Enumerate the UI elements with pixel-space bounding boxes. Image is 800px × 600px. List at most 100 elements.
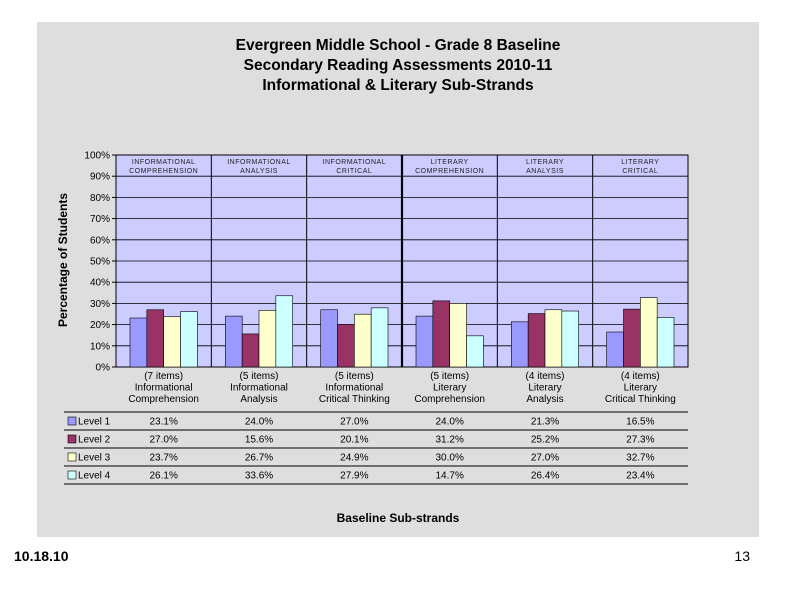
y-tick-label: 100% (84, 151, 110, 162)
category-banner-label: INFORMATIONAL (227, 159, 291, 166)
category-label: Literary (528, 383, 561, 394)
bar-level-3 (354, 313, 372, 368)
bar-level-3 (640, 297, 658, 368)
data-table-value: 20.1% (340, 435, 368, 446)
data-table-value: 26.4% (531, 471, 559, 482)
category-label: Literary (433, 383, 466, 394)
y-tick-label: 70% (90, 214, 110, 225)
x-axis-title: Baseline Sub-strands (336, 511, 460, 525)
legend-label: Level 2 (78, 435, 111, 446)
category-label: Critical Thinking (605, 394, 676, 405)
bar-level-4 (180, 311, 198, 368)
bar-level-1 (606, 331, 624, 368)
data-table-value: 23.4% (626, 471, 654, 482)
data-table-value: 27.0% (531, 453, 559, 464)
bar-level-2 (527, 313, 546, 368)
category-label: Informational (230, 383, 288, 394)
category-label: Analysis (526, 394, 563, 405)
bar-level-2 (146, 309, 164, 368)
bar-level-3 (163, 316, 181, 368)
y-tick-label: 40% (90, 278, 110, 289)
data-table-value: 14.7% (435, 471, 463, 482)
category-label: (4 items) (526, 371, 565, 382)
y-tick-label: 10% (90, 341, 110, 352)
data-table-value: 16.5% (626, 417, 654, 428)
category-label: Critical Thinking (319, 394, 390, 405)
data-table-value: 33.6% (245, 471, 273, 482)
category-banner-label: CRITICAL (622, 168, 658, 175)
page-number: 13 (734, 548, 750, 564)
data-table-value: 26.7% (245, 453, 273, 464)
category-banner-label: LITERARY (621, 159, 659, 166)
data-table-value: 32.7% (626, 453, 654, 464)
data-table-value: 15.6% (245, 435, 273, 446)
bar-level-1 (320, 309, 338, 368)
data-table-value: 24.0% (245, 417, 273, 428)
category-label: (4 items) (621, 371, 660, 382)
category-label: Informational (325, 383, 383, 394)
bar-level-1 (129, 317, 148, 368)
data-table-value: 27.9% (340, 471, 368, 482)
data-table-value: 27.0% (340, 417, 368, 428)
chart-title: Evergreen Middle School - Grade 8 Baseli… (37, 36, 759, 96)
bar-level-1 (511, 321, 529, 368)
legend-swatch (67, 470, 77, 480)
y-axis-title: Percentage of Students (56, 192, 70, 328)
y-tick-label: 80% (90, 193, 110, 204)
category-banner-label: ANALYSIS (240, 168, 278, 175)
y-tick-label: 50% (90, 257, 110, 268)
category-banner-label: ANALYSIS (526, 168, 564, 175)
bar-level-4 (370, 307, 389, 368)
bar-level-2 (623, 308, 641, 368)
legend-label: Level 1 (78, 417, 111, 428)
bar-level-4 (466, 335, 484, 368)
data-table-value: 21.3% (531, 417, 559, 428)
category-banner-label: COMPREHENSION (129, 168, 198, 175)
data-table-value: 23.1% (149, 417, 177, 428)
category-label: (7 items) (144, 371, 183, 382)
bar-level-1 (225, 315, 243, 368)
data-table-value: 23.7% (149, 453, 177, 464)
category-label: Comprehension (414, 394, 485, 405)
data-table-value: 27.3% (626, 435, 654, 446)
category-banner-label: INFORMATIONAL (132, 159, 196, 166)
category-banner-label: COMPREHENSION (415, 168, 484, 175)
data-table-value: 27.0% (149, 435, 177, 446)
legend-swatch (67, 452, 77, 462)
bar-level-3 (544, 309, 563, 368)
category-banner-label: LITERARY (431, 159, 469, 166)
y-tick-label: 90% (90, 172, 110, 183)
legend-swatch (67, 416, 77, 426)
category-banner-label: LITERARY (526, 159, 564, 166)
footer-date: 10.18.10 (14, 548, 69, 564)
category-banner-label: CRITICAL (336, 168, 372, 175)
category-banner-label: INFORMATIONAL (323, 159, 387, 166)
bar-level-2 (241, 333, 260, 368)
data-table-value: 31.2% (435, 435, 463, 446)
category-label: Informational (135, 383, 193, 394)
category-label: Comprehension (128, 394, 199, 405)
bar-level-4 (561, 310, 579, 368)
y-tick-label: 30% (90, 299, 110, 310)
legend-label: Level 4 (78, 471, 111, 482)
category-label: Analysis (240, 394, 277, 405)
bar-level-4 (275, 295, 293, 368)
data-table-value: 24.0% (435, 417, 463, 428)
bar-level-2 (432, 300, 450, 368)
bar-level-4 (656, 317, 675, 368)
data-table-value: 24.9% (340, 453, 368, 464)
bar-level-3 (449, 303, 467, 368)
y-tick-label: 60% (90, 235, 110, 246)
title-line-1: Evergreen Middle School - Grade 8 Baseli… (235, 37, 561, 54)
bar-level-1 (415, 315, 434, 368)
title-line-3: Informational & Literary Sub-Strands (262, 77, 534, 94)
title-line-2: Secondary Reading Assessments 2010-11 (243, 57, 553, 74)
y-tick-label: 0% (96, 363, 111, 374)
legend-swatch (67, 434, 77, 444)
category-label: (5 items) (335, 371, 374, 382)
data-table-value: 25.2% (531, 435, 559, 446)
y-tick-label: 20% (90, 320, 110, 331)
data-table-value: 26.1% (149, 471, 177, 482)
category-label: Literary (624, 383, 657, 394)
legend-label: Level 3 (78, 453, 111, 464)
